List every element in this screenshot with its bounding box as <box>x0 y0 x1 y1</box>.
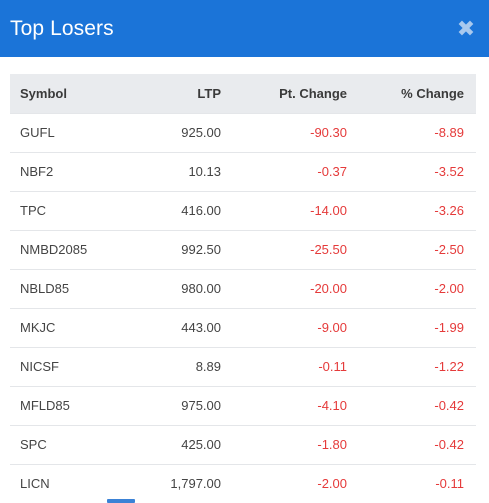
cell-pct-change: -1.22 <box>434 359 464 374</box>
cell-symbol[interactable]: MFLD85 <box>20 398 70 413</box>
cell-pct-change: -2.00 <box>434 281 464 296</box>
cell-pct-change: -1.99 <box>434 320 464 335</box>
cell-pct-change: -3.26 <box>434 203 464 218</box>
table-row[interactable]: TPC 416.00 -14.00 -3.26 <box>10 191 476 230</box>
cell-symbol[interactable]: NBLD85 <box>20 281 70 296</box>
table-header-row: Symbol LTP Pt. Change % Change <box>10 74 476 113</box>
cell-symbol[interactable]: MKJC <box>20 320 56 335</box>
cell-symbol[interactable]: SPC <box>20 437 47 452</box>
cell-pct-change: -0.11 <box>435 476 464 492</box>
cell-pt-change: -1.80 <box>317 437 347 452</box>
horizontal-scroll-thumb[interactable] <box>107 499 135 503</box>
cell-symbol[interactable]: TPC <box>20 203 46 218</box>
cell-ltp: 980.00 <box>181 281 221 296</box>
cell-pct-change: -3.52 <box>434 164 464 179</box>
table-row[interactable]: NBLD85 980.00 -20.00 -2.00 <box>10 269 476 308</box>
cell-pt-change: -20.00 <box>310 281 347 296</box>
cell-pct-change: -2.50 <box>434 242 464 257</box>
cell-ltp: 443.00 <box>181 320 221 335</box>
table-row[interactable]: MFLD85 975.00 -4.10 -0.42 <box>10 386 476 425</box>
cell-symbol[interactable]: NICSF <box>20 359 59 374</box>
table-body: GUFL 925.00 -90.30 -8.89 NBF2 10.13 -0.3… <box>10 113 476 503</box>
cell-ltp: 992.50 <box>181 242 221 257</box>
cell-pt-change: -2.00 <box>317 476 347 492</box>
cell-pt-change: -0.11 <box>318 359 347 374</box>
cell-ltp: 10.13 <box>188 164 221 179</box>
cell-pt-change: -25.50 <box>310 242 347 257</box>
cell-ltp: 975.00 <box>181 398 221 413</box>
table-row[interactable]: NMBD2085 992.50 -25.50 -2.50 <box>10 230 476 269</box>
cell-symbol[interactable]: GUFL <box>20 125 55 140</box>
cell-ltp: 1,797.00 <box>170 476 221 492</box>
table-row[interactable]: SPC 425.00 -1.80 -0.42 <box>10 425 476 464</box>
table-row[interactable]: MKJC 443.00 -9.00 -1.99 <box>10 308 476 347</box>
table-row[interactable]: LICN 1,797.00 -2.00 -0.11 <box>10 464 476 503</box>
cell-symbol[interactable]: LICN <box>20 476 50 492</box>
cell-pt-change: -4.10 <box>317 398 347 413</box>
cell-symbol[interactable]: NMBD2085 <box>20 242 88 257</box>
modal-header: Top Losers ✖ <box>0 0 489 57</box>
column-header-ltp[interactable]: LTP <box>197 85 221 101</box>
cell-ltp: 8.89 <box>195 359 221 374</box>
cell-symbol[interactable]: NBF2 <box>20 164 54 179</box>
cell-pt-change: -14.00 <box>310 203 347 218</box>
cell-pt-change: -90.30 <box>310 125 347 140</box>
column-header-pct-change[interactable]: % Change <box>401 85 464 101</box>
column-header-symbol[interactable]: Symbol <box>20 85 67 101</box>
close-icon[interactable]: ✖ <box>456 15 476 41</box>
table-row[interactable]: NBF2 10.13 -0.37 -3.52 <box>10 152 476 191</box>
cell-pct-change: -8.89 <box>434 125 464 140</box>
modal-title: Top Losers <box>10 16 114 40</box>
top-losers-table: Symbol LTP Pt. Change % Change GUFL 925.… <box>10 74 476 503</box>
cell-pt-change: -9.00 <box>317 320 347 335</box>
cell-pt-change: -0.37 <box>317 164 347 179</box>
cell-pct-change: -0.42 <box>434 398 464 413</box>
cell-pct-change: -0.42 <box>434 437 464 452</box>
cell-ltp: 416.00 <box>181 203 221 218</box>
cell-ltp: 425.00 <box>181 437 221 452</box>
column-header-pt-change[interactable]: Pt. Change <box>279 85 347 101</box>
table-row[interactable]: GUFL 925.00 -90.30 -8.89 <box>10 113 476 152</box>
table-header: Symbol LTP Pt. Change % Change <box>10 74 476 113</box>
cell-ltp: 925.00 <box>181 125 221 140</box>
table-row[interactable]: NICSF 8.89 -0.11 -1.22 <box>10 347 476 386</box>
top-losers-table-container: Symbol LTP Pt. Change % Change GUFL 925.… <box>10 74 476 503</box>
